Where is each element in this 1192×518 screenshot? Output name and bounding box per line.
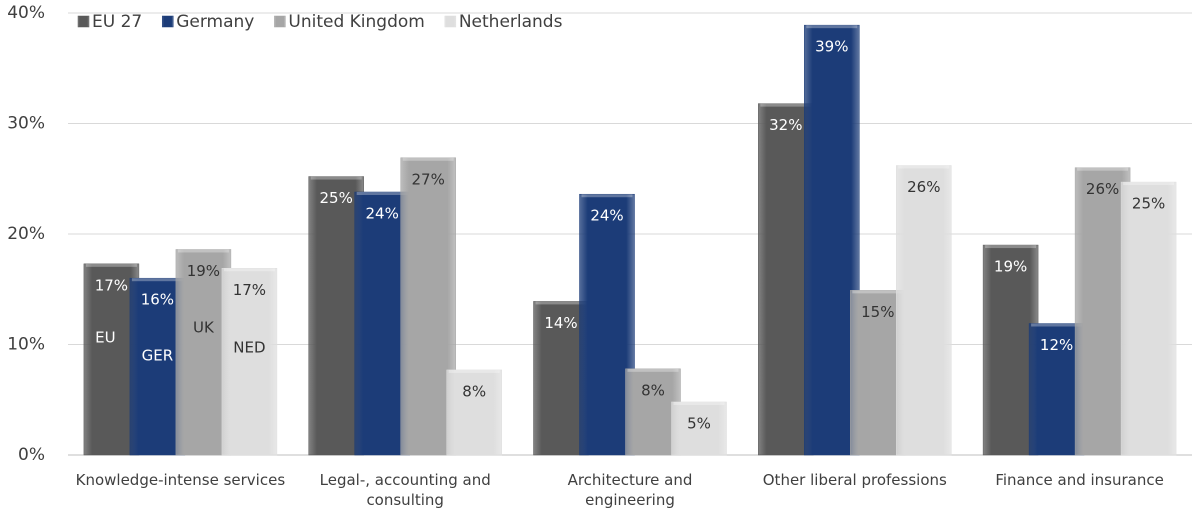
data-label: 24% [590,207,623,225]
data-label: 14% [544,314,577,332]
y-tick-label: 10% [7,335,45,355]
data-label: 19% [994,258,1027,276]
legend-label: Netherlands [459,12,563,32]
x-tick-label: Architecture and engineering [567,471,693,509]
data-label: 8% [641,381,665,399]
bar-bevel [1077,167,1129,171]
bar [671,401,727,456]
bar-bevel [356,192,408,196]
data-label: 17% [95,276,128,294]
data-label: 32% [769,116,802,134]
x-tick-label: Legal-, accounting and consulting [319,471,491,509]
bar [221,268,278,456]
legend-label: EU 27 [92,12,142,32]
bar-bevel [310,176,362,180]
bar-bevel [535,301,587,305]
bar-bevel [85,263,137,267]
y-tick-label: 30% [7,114,45,134]
bar-bevel [177,249,229,253]
bar-bevel [402,157,454,161]
data-label: 8% [462,382,486,400]
data-label: 24% [366,205,399,223]
data-label: 25% [1132,195,1165,213]
data-label: 26% [1086,180,1119,198]
data-label: 19% [187,262,220,280]
bar [1120,181,1177,456]
legend-swatch [77,15,90,28]
data-label: 5% [687,414,711,432]
data-label: 39% [815,38,848,56]
bar-bevel [1123,182,1175,186]
bar-bevel [806,25,858,29]
bar [446,369,502,456]
data-label: 16% [141,291,174,309]
bar-bevel [898,165,950,169]
series-abbreviation: EU [95,329,115,347]
data-label: 12% [1040,336,1073,354]
y-tick-label: 0% [18,445,45,465]
data-label: 15% [861,303,894,321]
bar-bevel [985,245,1037,249]
series-abbreviation: NED [233,339,265,357]
legend-swatch [274,15,286,28]
series-abbreviation: GER [142,347,174,365]
data-label: 26% [907,178,940,196]
legend-label: Germany [176,12,254,32]
data-label: 17% [233,281,266,299]
bar-bevel [627,368,679,372]
data-label: 27% [412,170,445,188]
y-tick-label: 20% [7,224,45,244]
bar-bevel [673,401,725,405]
bar-bevel [223,268,275,272]
bar [896,165,952,456]
x-tick-label: Finance and insurance [995,471,1164,489]
bar-bevel [760,103,812,107]
series-abbreviation: UK [193,319,215,337]
x-tick-label: Knowledge-intense services [75,471,286,489]
bar-bevel [1031,323,1083,327]
x-tick-label: Other liberal professions [762,471,947,489]
bar-bevel [131,278,183,282]
legend-swatch [161,15,174,28]
legend-swatch [444,15,457,28]
legend-label: United Kingdom [288,12,424,32]
bar-bevel [852,290,904,294]
data-label: 25% [320,189,353,207]
y-tick-label: 40% [7,3,45,23]
bar-bevel [581,194,633,198]
bar-bevel [448,369,500,373]
